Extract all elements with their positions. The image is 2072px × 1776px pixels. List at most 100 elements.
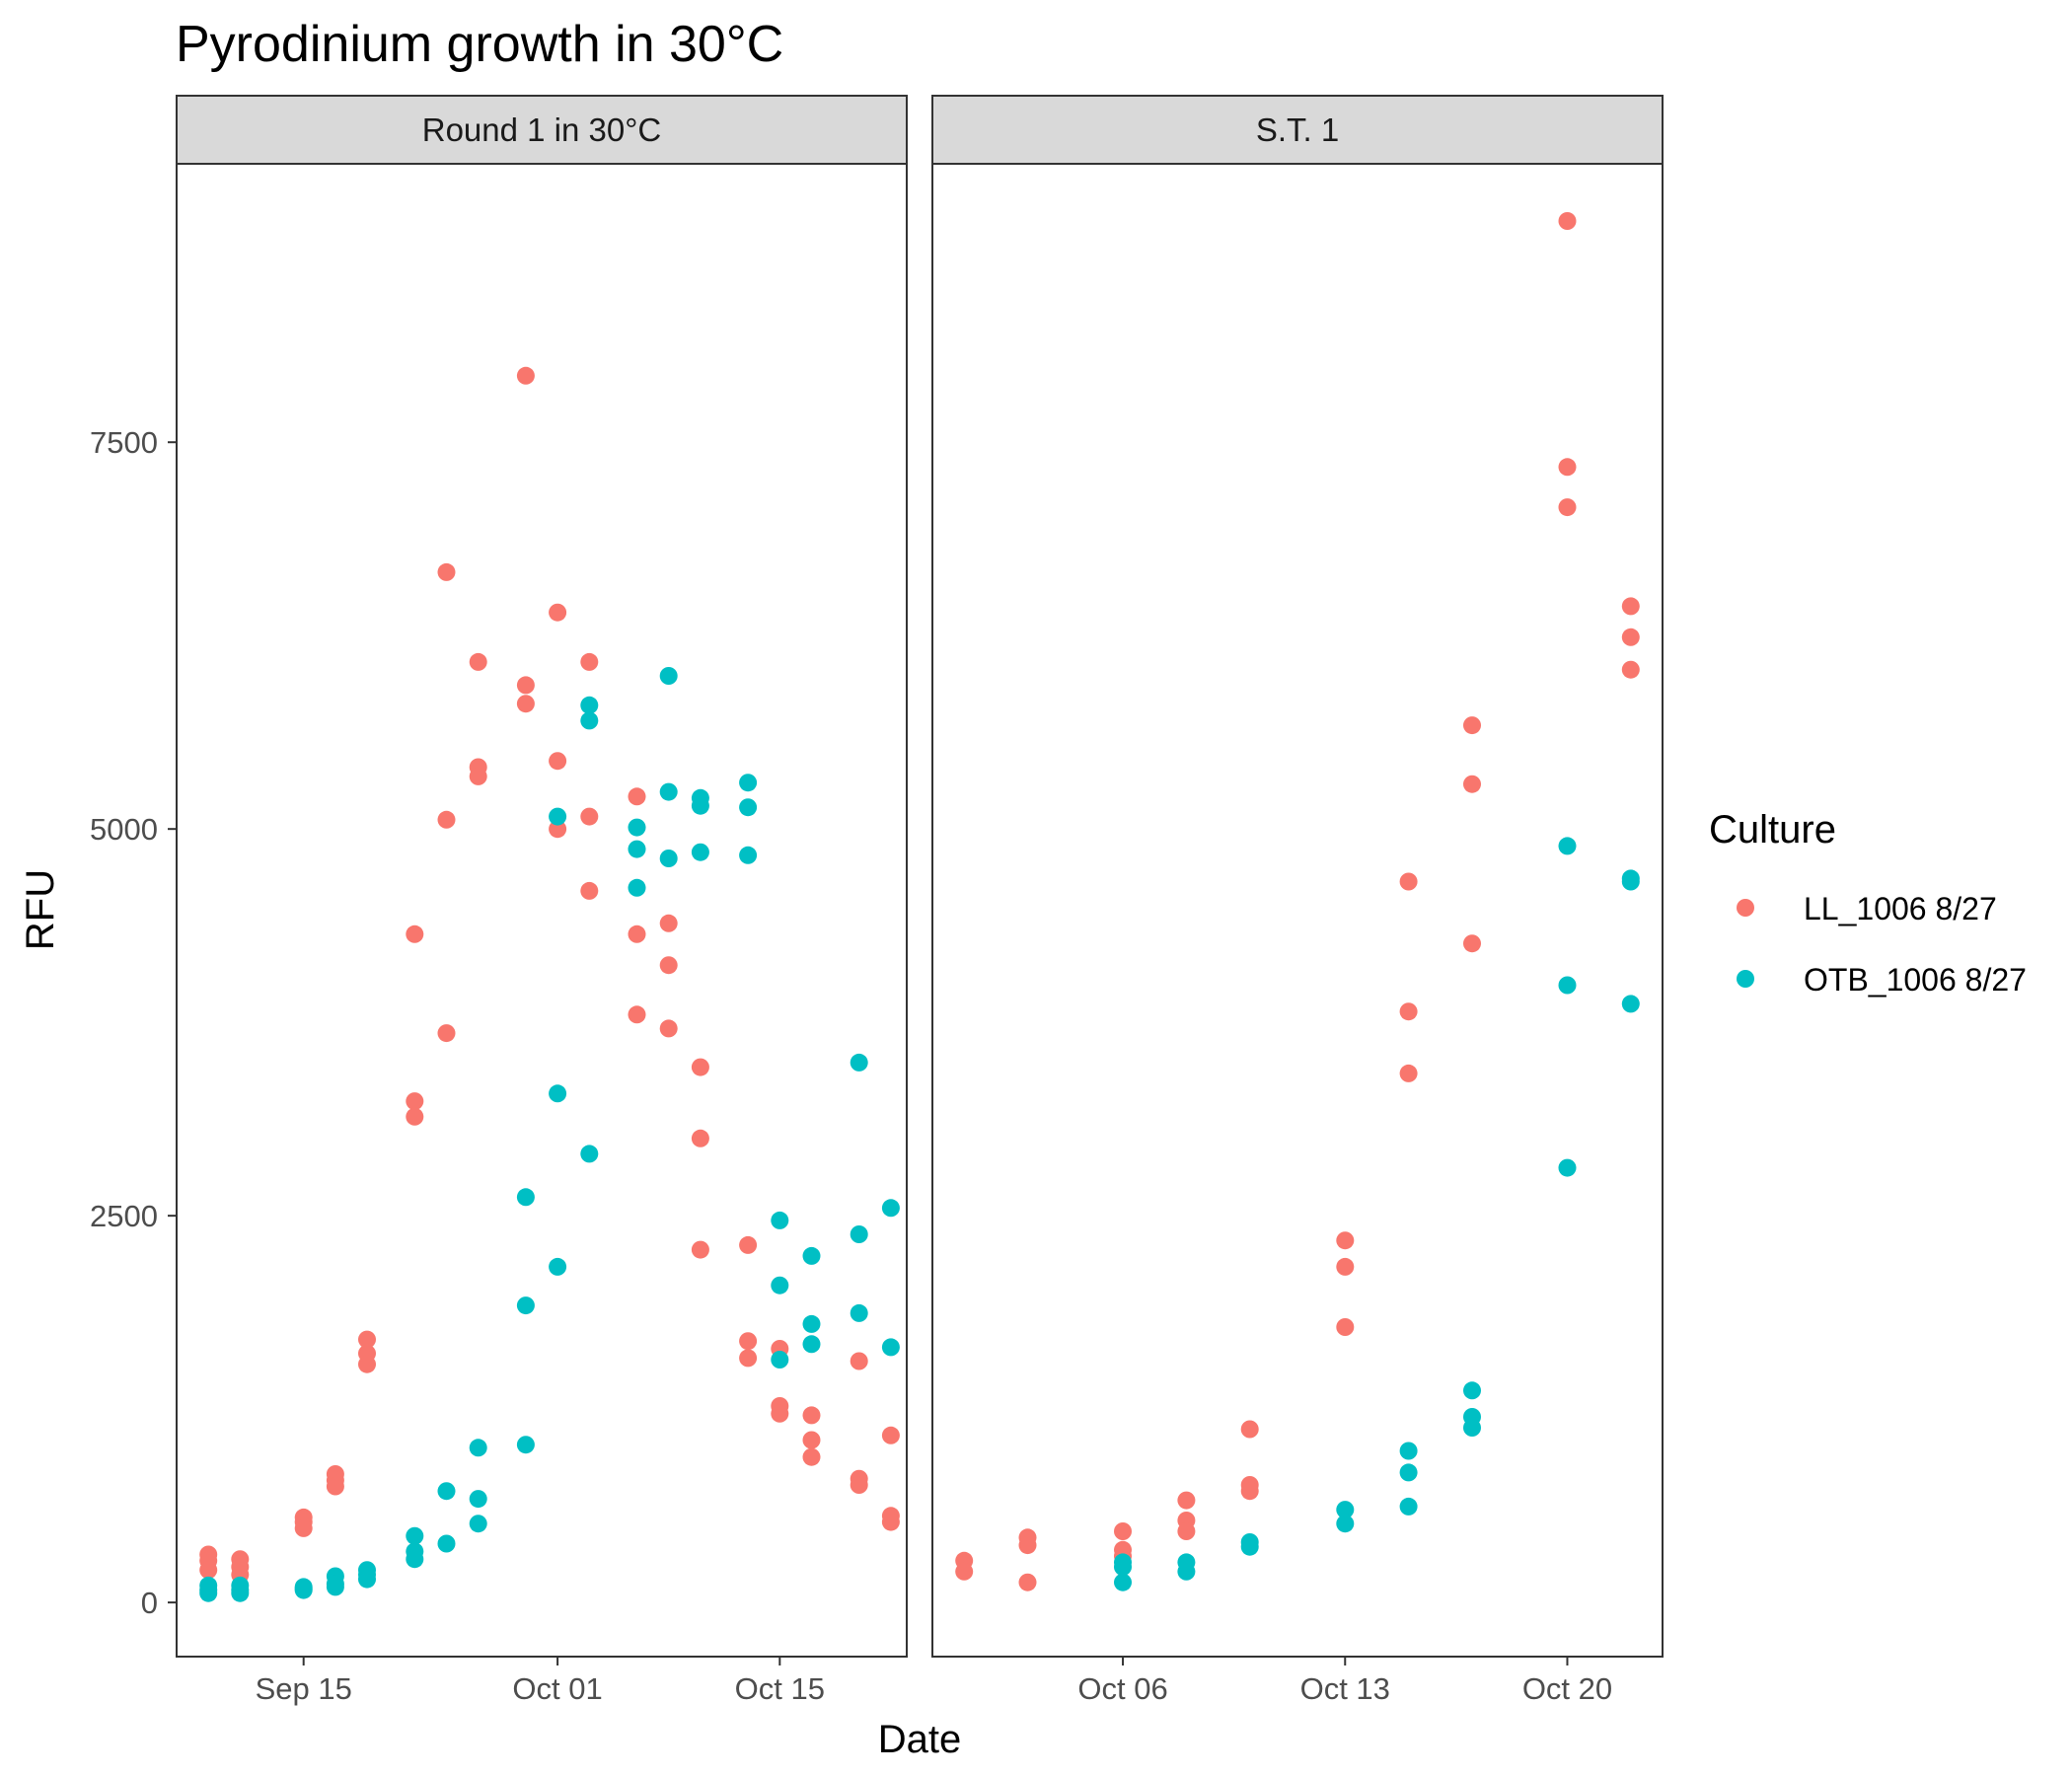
point-ll-22 <box>1463 934 1481 953</box>
point-otb-30 <box>580 711 599 730</box>
point-otb-11 <box>326 1578 344 1596</box>
legend-title: Culture <box>1709 808 1836 851</box>
point-ll-27 <box>549 603 567 622</box>
point-ll-13 <box>1240 1482 1259 1501</box>
legend-key-otb <box>1737 970 1754 988</box>
point-ll-20 <box>437 1024 456 1043</box>
legend-entry-otb: OTB_1006 8/27 <box>1737 962 2027 998</box>
point-otb-48 <box>802 1314 821 1333</box>
point-ll-28 <box>1621 660 1640 679</box>
panel-border <box>176 163 908 1658</box>
point-ll-41 <box>691 1240 709 1259</box>
point-otb-15 <box>406 1526 424 1545</box>
point-ll-37 <box>659 956 678 975</box>
point-ll-26 <box>516 695 535 713</box>
point-ll-47 <box>771 1404 789 1423</box>
point-ll-56 <box>881 1513 900 1531</box>
point-otb-27 <box>549 1084 567 1103</box>
point-otb-14 <box>1463 1419 1481 1437</box>
point-otb-33 <box>628 840 646 858</box>
point-otb-35 <box>659 667 678 685</box>
point-ll-19 <box>437 810 456 829</box>
legend-entry-ll: LL_1006 8/27 <box>1737 891 1997 926</box>
point-otb-29 <box>580 696 599 714</box>
point-otb-26 <box>549 807 567 826</box>
point-otb-53 <box>881 1199 900 1218</box>
point-otb-31 <box>580 1145 599 1163</box>
point-ll-20 <box>1463 716 1481 735</box>
x-tick-label: Oct 01 <box>512 1671 602 1706</box>
x-axis-ticks: Oct 06 Oct 13 Oct 20 <box>1077 1657 1612 1706</box>
point-ll-50 <box>802 1447 821 1466</box>
point-otb-52 <box>850 1303 868 1322</box>
legend: Culture LL_1006 8/27 OTB_1006 8/27 <box>1709 808 2027 998</box>
x-tick-label: Oct 13 <box>1300 1671 1390 1706</box>
point-ll-43 <box>739 1332 758 1351</box>
point-otb-1 <box>1114 1558 1132 1577</box>
point-ll-21 <box>469 652 487 671</box>
strip-label: S.T. 1 <box>1256 111 1339 148</box>
point-otb-15 <box>1558 837 1577 855</box>
point-otb-8 <box>294 1581 313 1599</box>
point-otb-4 <box>1177 1562 1196 1581</box>
legend-key-ll <box>1737 899 1754 917</box>
point-otb-19 <box>1621 872 1640 891</box>
point-otb-41 <box>739 774 758 792</box>
data-points <box>955 212 1640 1591</box>
point-ll-25 <box>1558 498 1577 517</box>
point-ll-16 <box>1336 1318 1355 1336</box>
point-ll-15 <box>406 925 424 943</box>
y-tick-label: 5000 <box>90 812 158 847</box>
point-otb-43 <box>739 846 758 864</box>
point-otb-47 <box>802 1246 821 1265</box>
y-axis-ticks: 0 2500 5000 7500 <box>90 425 177 1620</box>
point-ll-18 <box>437 562 456 581</box>
point-ll-23 <box>1558 212 1577 230</box>
point-ll-29 <box>549 820 567 839</box>
point-ll-10 <box>1177 1522 1196 1540</box>
point-otb-46 <box>771 1351 789 1369</box>
point-otb-49 <box>802 1335 821 1354</box>
point-otb-22 <box>469 1515 487 1533</box>
point-otb-24 <box>516 1296 535 1315</box>
point-ll-3 <box>1018 1536 1037 1555</box>
point-otb-9 <box>1399 1442 1418 1460</box>
y-tick-label: 7500 <box>90 425 158 460</box>
panel-round-1: Round 1 in 30°C Sep 15 Oct 01 Oct 15 <box>176 95 908 1706</box>
point-otb-6 <box>1240 1537 1259 1556</box>
point-ll-28 <box>549 752 567 771</box>
x-tick-label: Sep 15 <box>256 1671 352 1706</box>
point-ll-1 <box>955 1562 974 1581</box>
point-ll-17 <box>406 1107 424 1126</box>
point-otb-28 <box>549 1257 567 1276</box>
point-otb-25 <box>516 1436 535 1454</box>
panel-st-1: S.T. 1 Oct 06 Oct 13 Oct 20 <box>931 95 1664 1706</box>
point-ll-24 <box>1558 458 1577 477</box>
point-otb-20 <box>469 1439 487 1457</box>
point-otb-51 <box>850 1225 868 1243</box>
point-otb-44 <box>771 1211 789 1229</box>
point-otb-34 <box>628 878 646 897</box>
point-ll-24 <box>516 366 535 385</box>
point-ll-48 <box>802 1406 821 1425</box>
point-ll-26 <box>1621 597 1640 616</box>
point-otb-17 <box>406 1550 424 1569</box>
point-ll-18 <box>1399 1002 1418 1021</box>
point-otb-19 <box>437 1534 456 1553</box>
point-ll-54 <box>881 1426 900 1444</box>
point-ll-8 <box>1177 1491 1196 1510</box>
point-ll-21 <box>1463 775 1481 793</box>
strip-label: Round 1 in 30°C <box>422 111 662 148</box>
x-axis-ticks: Sep 15 Oct 01 Oct 15 <box>256 1657 825 1706</box>
point-ll-51 <box>850 1352 868 1370</box>
point-otb-36 <box>659 782 678 801</box>
point-ll-32 <box>580 881 599 900</box>
panel-border <box>931 163 1664 1658</box>
point-otb-17 <box>1558 1158 1577 1177</box>
point-otb-2 <box>199 1584 218 1602</box>
x-tick-label: Oct 20 <box>1522 1671 1612 1706</box>
y-tick-label: 2500 <box>90 1199 158 1233</box>
point-ll-11 <box>1240 1420 1259 1439</box>
point-otb-16 <box>1558 976 1577 995</box>
